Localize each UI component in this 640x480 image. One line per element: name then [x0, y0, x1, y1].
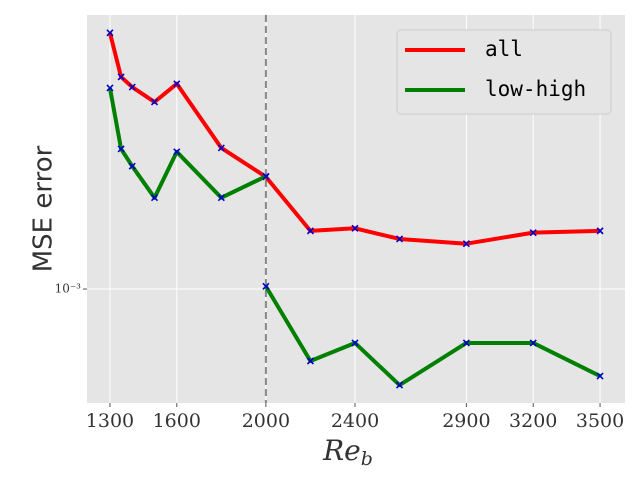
- point-marker: [117, 73, 125, 81]
- x-tick-label: 2000: [242, 410, 290, 432]
- point-marker: [217, 144, 225, 152]
- point-marker: [106, 84, 114, 92]
- point-marker: [262, 172, 270, 180]
- point-marker: [351, 224, 359, 232]
- x-tick-label: 2400: [331, 410, 379, 432]
- point-marker: [462, 240, 470, 248]
- point-marker: [106, 29, 114, 37]
- point-marker: [395, 235, 404, 243]
- point-marker: [351, 339, 359, 347]
- point-marker: [395, 381, 404, 389]
- point-marker: [306, 357, 315, 365]
- point-marker: [217, 194, 225, 202]
- point-marker: [150, 194, 159, 202]
- point-marker: [462, 339, 470, 347]
- point-marker: [529, 339, 537, 347]
- x-tick-label: 1600: [153, 410, 201, 432]
- point-marker: [596, 227, 604, 235]
- point-marker: [128, 162, 136, 170]
- point-marker: [529, 229, 537, 237]
- legend-label: all: [485, 37, 523, 61]
- point-marker: [150, 98, 159, 106]
- y-tick-label: 10⁻³: [55, 282, 82, 296]
- point-marker: [173, 148, 181, 156]
- point-marker: [117, 145, 125, 153]
- x-axis-label: Reb: [322, 434, 373, 471]
- x-tick-label: 3500: [576, 410, 624, 432]
- point-marker: [262, 282, 270, 290]
- point-marker: [306, 227, 315, 235]
- x-axis-label-base: Re: [322, 434, 361, 467]
- x-axis-label-sub: b: [361, 448, 373, 470]
- point-marker: [128, 83, 136, 91]
- y-axis-label: MSE error: [29, 145, 59, 272]
- point-marker: [173, 80, 181, 88]
- x-tick-label: 3200: [509, 410, 557, 432]
- x-tick-label: 2900: [442, 410, 490, 432]
- point-marker: [596, 372, 604, 380]
- x-tick-label: 1300: [86, 410, 134, 432]
- legend-label: low-high: [485, 77, 586, 101]
